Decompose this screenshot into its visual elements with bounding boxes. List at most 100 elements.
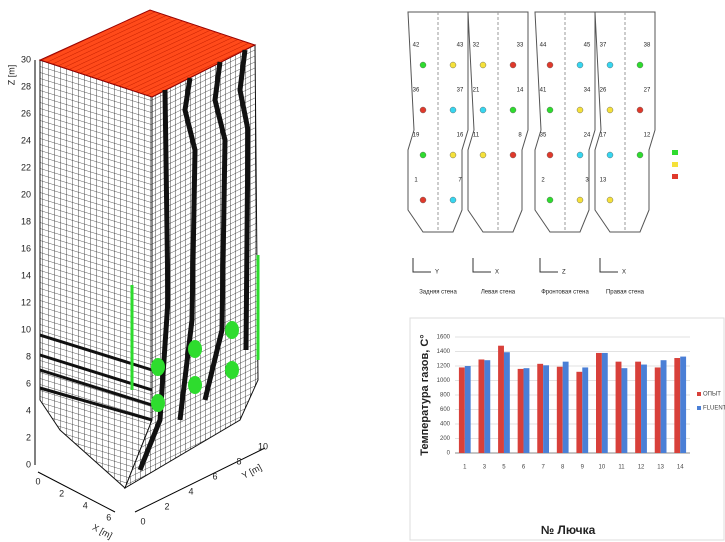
node-dot xyxy=(449,61,457,69)
mesh-top-face xyxy=(38,9,257,98)
x-tick-label: 12 xyxy=(638,465,645,471)
bar xyxy=(641,364,647,453)
bar xyxy=(576,371,583,453)
node-dot xyxy=(509,61,517,69)
x-tick-label: 11 xyxy=(618,465,625,471)
wall-outline xyxy=(594,11,656,233)
mesh-bands xyxy=(137,49,251,471)
node-label: 38 xyxy=(644,43,651,49)
node-label: 3 xyxy=(585,178,589,184)
bar xyxy=(523,368,530,453)
x-tick-label: 4 xyxy=(83,500,88,510)
node-dot xyxy=(419,106,427,114)
node-label: 14 xyxy=(517,88,524,94)
node-dot xyxy=(449,196,457,204)
x-tick-label: 3 xyxy=(483,465,487,471)
legend-swatch xyxy=(672,174,678,179)
x-tick-label: 2 xyxy=(59,488,64,498)
mesh-axes xyxy=(34,60,266,513)
node-label: 19 xyxy=(413,133,420,139)
node-label: 26 xyxy=(600,88,607,94)
node-dot xyxy=(479,151,487,159)
z-tick-label: 6 xyxy=(26,378,31,388)
node-label: 43 xyxy=(457,43,464,49)
wall-caption: Правая стена xyxy=(606,290,645,296)
node-dot xyxy=(546,196,554,204)
z-tick-label: 28 xyxy=(21,81,31,91)
bar xyxy=(556,366,563,453)
mesh-rows xyxy=(39,333,153,422)
node-label: 37 xyxy=(457,88,464,94)
node-label: 35 xyxy=(540,133,547,139)
y-tick-label: 200 xyxy=(440,436,451,442)
legend-label: ОПЫТ xyxy=(703,392,721,398)
bar xyxy=(458,367,465,453)
wall-caption: Фронтовая стена xyxy=(541,290,589,296)
z-tick-label: 22 xyxy=(21,162,31,172)
node-dot xyxy=(449,151,457,159)
y-tick-label: 1200 xyxy=(437,364,451,370)
z-axis-label: Z [m] xyxy=(6,65,16,86)
y-axis-title: Температура газов, C° xyxy=(419,334,431,455)
y-tick-label: 600 xyxy=(440,407,451,413)
y-tick-label: 800 xyxy=(440,393,451,399)
z-tick-label: 30 xyxy=(21,54,31,64)
y-tick-label: 1600 xyxy=(437,335,451,341)
bar xyxy=(615,361,622,453)
node-dot xyxy=(606,106,614,114)
bar xyxy=(498,345,504,453)
axis-letter: Z xyxy=(562,270,566,276)
legend-label: FLUENT xyxy=(703,406,725,412)
x-tick-label: 13 xyxy=(657,465,664,471)
node-dot xyxy=(479,106,487,114)
bar xyxy=(660,360,667,453)
node-dot xyxy=(606,196,614,204)
node-label: 8 xyxy=(518,133,522,139)
z-tick-label: 12 xyxy=(21,297,31,307)
y-tick-label: 10 xyxy=(258,441,268,451)
wall-outline xyxy=(467,11,529,233)
y-axis-label: Y [m] xyxy=(240,462,263,481)
x-axis-title: № Лючка xyxy=(541,523,596,537)
wall-outline xyxy=(407,11,469,233)
node-dot xyxy=(546,61,554,69)
node-dot xyxy=(576,106,584,114)
y-tick-label: 4 xyxy=(188,486,193,496)
node-dot xyxy=(449,106,457,114)
node-dot xyxy=(509,106,517,114)
node-label: 41 xyxy=(540,88,547,94)
bar xyxy=(582,367,589,453)
node-label: 1 xyxy=(414,178,418,184)
node-label: 32 xyxy=(473,43,480,49)
z-tick-label: 4 xyxy=(26,405,31,415)
bar xyxy=(503,352,510,453)
legend-swatch xyxy=(697,392,701,396)
legend-swatch xyxy=(697,406,701,410)
node-label: 2 xyxy=(541,178,545,184)
node-label: 33 xyxy=(517,43,524,49)
axis-arrow xyxy=(412,258,431,273)
node-label: 34 xyxy=(584,88,591,94)
node-label: 16 xyxy=(457,133,464,139)
axis-arrow xyxy=(539,258,558,273)
node-label: 21 xyxy=(473,88,480,94)
y-tick-label: 8 xyxy=(236,456,241,466)
z-tick-label: 18 xyxy=(21,216,31,226)
node-dot xyxy=(636,61,644,69)
node-dot xyxy=(419,61,427,69)
node-label: 42 xyxy=(413,43,420,49)
bar xyxy=(537,363,544,453)
bar xyxy=(654,367,661,453)
node-dot xyxy=(419,196,427,204)
wall-outline xyxy=(534,11,596,233)
bar xyxy=(543,365,549,453)
node-label: 7 xyxy=(458,178,462,184)
node-label: 37 xyxy=(600,43,607,49)
y-tick-label: 2 xyxy=(164,501,169,511)
bar xyxy=(484,360,491,453)
bar xyxy=(596,352,602,453)
axis-letter: X xyxy=(495,270,499,276)
node-dot xyxy=(636,106,644,114)
